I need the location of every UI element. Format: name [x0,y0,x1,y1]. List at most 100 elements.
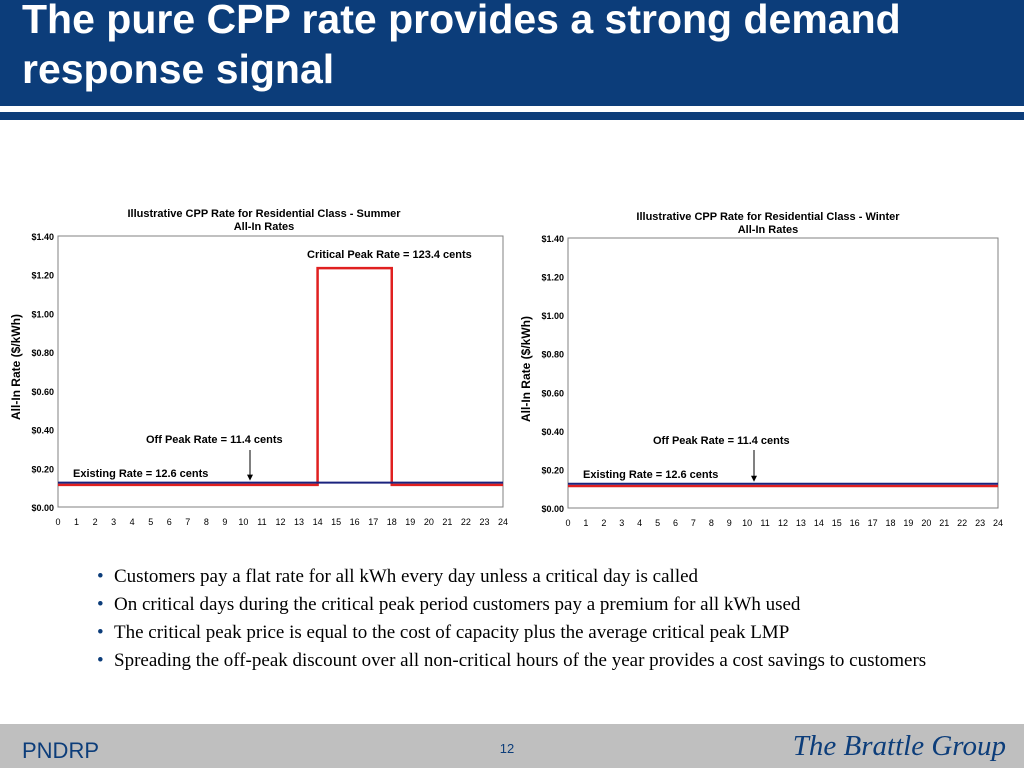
x-tick-label: 10 [238,517,248,527]
x-tick-label: 6 [673,518,678,528]
slide-title: The pure CPP rate provides a strong dema… [22,0,901,92]
x-tick-label: 0 [565,518,570,528]
offpeak-annotation: Off Peak Rate = 11.4 cents [146,434,283,446]
footer: PNDRP 12 The Brattle Group [0,724,1024,768]
y-tick-label: $1.00 [31,309,54,319]
x-tick-label: 11 [760,518,769,528]
bullet-item: • Customers pay a flat rate for all kWh e… [94,566,974,588]
x-tick-label: 11 [257,517,266,527]
y-tick-label: $1.00 [541,311,564,321]
x-tick-label: 16 [350,517,360,527]
y-tick-label: $0.60 [31,387,54,397]
chart-title: Illustrative CPP Rate for Residential Cl… [58,208,470,234]
x-tick-label: 24 [498,517,508,527]
y-tick-label: $0.80 [541,350,564,360]
x-tick-label: 1 [583,518,588,528]
offpeak-annotation: Off Peak Rate = 11.4 cents [653,435,790,447]
cpp-rate-line [58,266,503,487]
x-tick-label: 17 [868,518,878,528]
title-band: The pure CPP rate provides a strong dema… [0,0,1024,106]
x-tick-label: 2 [93,517,98,527]
x-tick-label: 19 [405,517,415,527]
bullet-icon: • [97,622,104,643]
x-tick-label: 3 [619,518,624,528]
bullet-text: On critical days during the critical pea… [114,594,801,615]
x-tick-label: 4 [637,518,642,528]
x-tick-label: 9 [727,518,732,528]
x-tick-label: 15 [832,518,842,528]
x-tick-label: 15 [331,517,341,527]
x-tick-label: 12 [778,518,788,528]
chart-title-line: Illustrative CPP Rate for Residential Cl… [127,208,401,220]
x-tick-label: 19 [903,518,913,528]
winter-chart: Illustrative CPP Rate for Residential Cl… [510,200,1022,545]
summer-chart-plot: $0.00 $0.20 $0.40 $0.60 $0.80 $1.00 $1.20 $1.40… [31,232,508,527]
annotation-arrow-head [247,474,253,481]
x-tick-label: 24 [993,518,1003,528]
summer-chart: Illustrative CPP Rate for Residential Cl… [0,200,512,545]
chart-title-line: Illustrative CPP Rate for Residential Cl… [636,211,900,223]
y-tick-label: $1.20 [31,271,54,281]
chart-subtitle: All-In Rates [233,221,295,233]
x-tick-label: 0 [55,517,60,527]
x-tick-label: 8 [204,517,209,527]
footer-label: PNDRP [22,738,100,763]
x-tick-label: 23 [975,518,985,528]
page-number: 12 [499,741,515,756]
x-tick-label: 1 [74,517,79,527]
y-tick-label: $0.60 [541,388,564,398]
x-tick-label: 7 [691,518,696,528]
brand-logo: The Brattle Group [792,730,1006,762]
x-tick-label: 9 [222,517,227,527]
y-tick-label: $1.40 [31,232,54,242]
existing-annotation: Existing Rate = 12.6 cents [73,468,209,480]
x-tick-label: 4 [130,517,135,527]
y-tick-label: $0.20 [31,464,54,474]
y-tick-label: $0.20 [541,465,564,475]
x-tick-label: 2 [601,518,606,528]
winter-chart-plot: $0.00 $0.20 $0.40 $0.60 $0.80 $1.00 $1.20 $1.40… [541,234,1003,528]
x-tick-label: 6 [167,517,172,527]
bullet-list: • Customers pay a flat rate for all kWh e… [94,566,974,678]
x-tick-label: 12 [275,517,285,527]
critical-peak-annotation: Critical Peak Rate = 123.4 cents [307,249,472,261]
x-tick-label: 22 [957,518,967,528]
y-tick-label: $0.80 [31,348,54,358]
title-divider-white [0,106,1024,112]
y-tick-label: $0.00 [31,503,54,513]
bullet-text: Spreading the off-peak discount over all… [114,650,927,671]
x-tick-label: 16 [850,518,860,528]
x-tick-label: 23 [479,517,489,527]
title-divider-blue [0,112,1024,120]
existing-annotation: Existing Rate = 12.6 cents [583,469,719,481]
x-tick-label: 8 [709,518,714,528]
x-tick-label: 22 [461,517,471,527]
x-tick-label: 10 [742,518,752,528]
bullet-text: The critical peak price is equal to the … [114,622,790,643]
y-tick-label: $0.00 [541,504,564,514]
x-tick-label: 18 [387,517,397,527]
bullet-item: • The critical peak price is equal to the… [94,622,974,644]
y-tick-label: $0.40 [541,427,564,437]
x-tick-label: 21 [442,517,452,527]
bullet-icon: • [97,650,104,671]
x-tick-label: 20 [424,517,434,527]
plot-area [567,237,999,509]
x-tick-label: 3 [111,517,116,527]
x-tick-label: 20 [921,518,931,528]
bullet-icon: • [97,566,104,587]
bullet-item: • On critical days during the critical pe… [94,594,974,616]
x-tick-label: 14 [814,518,824,528]
plot-area [57,235,504,508]
y-tick-label: $0.40 [31,426,54,436]
bullet-text: Customers pay a flat rate for all kWh ev… [114,566,699,587]
x-tick-label: 13 [294,517,304,527]
x-tick-label: 13 [796,518,806,528]
y-tick-label: $1.40 [541,234,564,244]
bullet-item: • Spreading the off-peak discount over al… [94,650,974,672]
x-tick-label: 17 [368,517,378,527]
bullet-icon: • [97,594,104,615]
x-tick-label: 5 [148,517,153,527]
chart-subtitle: All-In Rates [737,224,799,236]
x-tick-label: 7 [185,517,190,527]
